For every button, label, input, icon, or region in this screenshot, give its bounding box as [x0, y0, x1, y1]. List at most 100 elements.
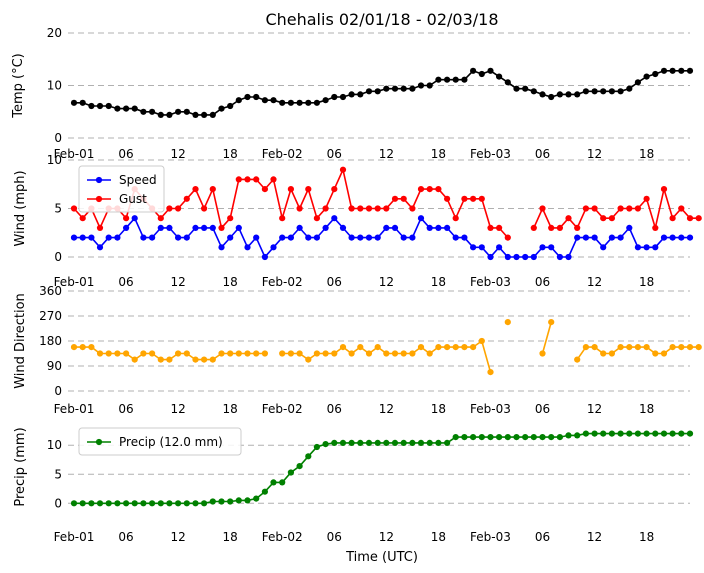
data-point	[244, 176, 251, 183]
data-point	[166, 356, 173, 363]
data-point	[617, 234, 624, 241]
data-point	[452, 434, 459, 441]
data-point	[365, 88, 373, 95]
data-point	[634, 244, 642, 251]
data-point	[253, 93, 260, 101]
data-point	[400, 234, 407, 241]
data-point	[391, 224, 399, 231]
data-point	[261, 186, 268, 193]
data-point	[452, 234, 459, 241]
data-point	[357, 205, 364, 212]
y-tick-label: 0	[54, 496, 62, 510]
data-point	[487, 434, 494, 441]
data-point	[548, 434, 555, 441]
legend-swatch-marker	[95, 438, 103, 446]
data-point	[357, 91, 364, 98]
data-point	[374, 205, 381, 212]
data-point	[444, 439, 451, 446]
data-point	[400, 85, 407, 92]
x-axis-label: Time (UTC)	[345, 550, 418, 565]
y-tick-label: 0	[54, 131, 62, 145]
data-point	[391, 85, 399, 92]
data-point	[582, 234, 590, 241]
data-point	[296, 99, 303, 106]
data-point	[183, 195, 190, 202]
data-point	[157, 356, 164, 363]
data-point	[617, 88, 624, 95]
x-tick-label: 12	[170, 530, 185, 544]
data-point	[383, 205, 390, 212]
y-tick-label: 0	[54, 250, 62, 264]
data-point	[582, 344, 590, 351]
data-point	[548, 93, 555, 101]
data-point	[322, 224, 329, 231]
y-tick-label: 5	[54, 202, 62, 216]
data-point	[643, 344, 650, 351]
data-point	[227, 215, 234, 222]
data-point	[470, 195, 477, 202]
data-point	[478, 244, 485, 251]
data-point	[409, 439, 416, 446]
data-point	[79, 99, 86, 106]
data-point	[201, 356, 208, 363]
data-point	[305, 99, 312, 106]
legend-swatch-marker	[95, 195, 103, 203]
data-point	[626, 344, 633, 351]
data-point	[678, 344, 685, 351]
data-point	[331, 93, 338, 101]
data-point	[296, 350, 303, 357]
data-point	[461, 344, 468, 351]
data-point	[444, 344, 451, 351]
data-point	[470, 67, 477, 74]
data-point	[470, 244, 477, 251]
data-point	[374, 344, 381, 351]
data-point	[235, 97, 242, 104]
data-point	[478, 434, 485, 441]
data-point	[461, 76, 468, 83]
data-point	[105, 102, 112, 110]
data-point	[608, 350, 616, 357]
data-point	[383, 439, 390, 446]
x-tick-label: 12	[587, 275, 602, 289]
data-point	[678, 430, 685, 437]
data-point	[261, 350, 268, 357]
data-point	[131, 500, 138, 507]
data-point	[296, 224, 303, 231]
data-point	[244, 93, 251, 101]
data-point	[539, 91, 546, 98]
x-tick-label: 06	[327, 147, 342, 161]
data-point	[175, 500, 182, 507]
data-point	[96, 224, 104, 231]
x-tick-label: Feb-03	[470, 530, 511, 544]
data-point	[296, 463, 303, 470]
data-point	[391, 439, 399, 446]
data-point	[96, 350, 104, 357]
data-point	[201, 205, 208, 212]
data-point	[539, 244, 546, 251]
data-point	[487, 369, 494, 376]
data-point	[313, 443, 320, 451]
data-point	[235, 350, 242, 357]
data-point	[504, 234, 511, 241]
data-point	[574, 356, 581, 363]
data-point	[166, 205, 173, 212]
data-point	[270, 97, 277, 104]
data-point	[227, 102, 234, 110]
data-point	[461, 434, 468, 441]
data-point	[470, 344, 477, 351]
data-point	[322, 350, 329, 357]
legend: Speed Gust	[78, 165, 165, 213]
data-point	[149, 500, 156, 507]
data-point	[548, 244, 555, 251]
data-point	[686, 234, 694, 241]
data-point	[235, 176, 242, 183]
data-point	[131, 356, 138, 363]
data-point	[140, 108, 147, 115]
legend: Precip (12.0 mm)	[78, 427, 242, 456]
x-tick-label: Feb-02	[262, 147, 303, 161]
data-point	[227, 498, 234, 505]
x-tick-label: 12	[587, 530, 602, 544]
data-point	[331, 350, 338, 357]
x-tick-label: 18	[431, 275, 446, 289]
